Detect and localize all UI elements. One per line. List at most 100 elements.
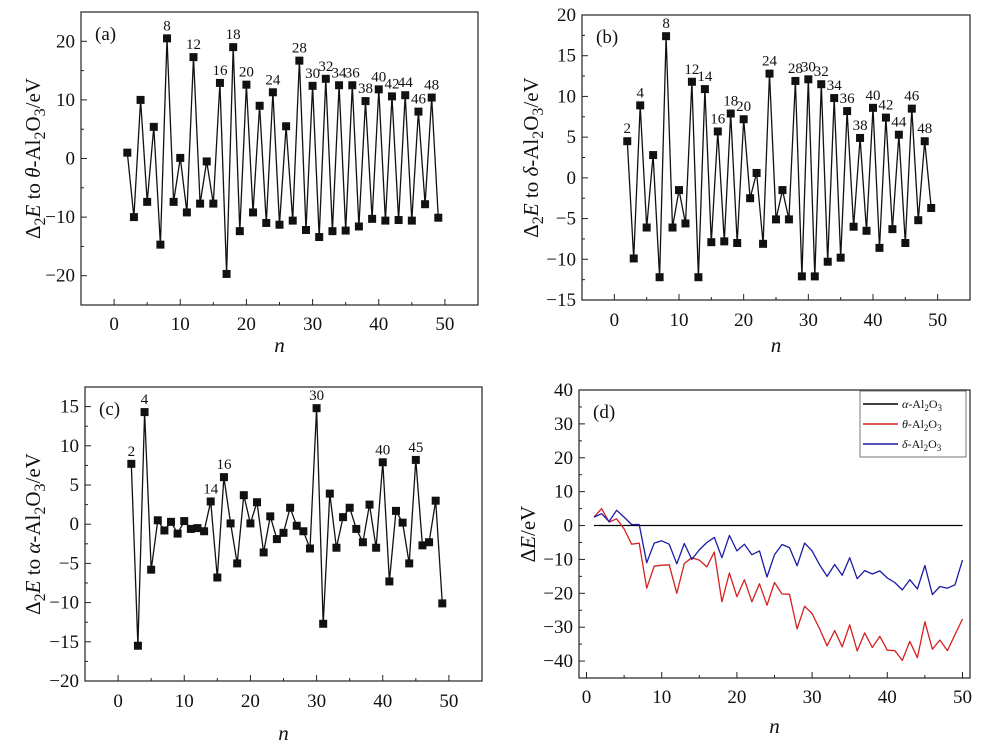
data-point — [649, 151, 658, 160]
data-point — [726, 109, 735, 118]
peak-annotation: 2 — [128, 444, 136, 460]
series-line — [130, 407, 443, 647]
legend-label: α-Al2O3 — [902, 397, 942, 413]
y-tick-label: −15 — [546, 290, 576, 311]
peak-annotation: 8 — [662, 16, 670, 32]
data-point — [123, 148, 132, 157]
data-point — [862, 226, 871, 235]
y-tick-label: 15 — [557, 46, 576, 67]
y-tick-label: −5 — [556, 209, 576, 230]
x-tick-label: 50 — [953, 687, 972, 708]
data-point — [720, 237, 729, 246]
y-tick-label: 20 — [554, 448, 573, 469]
x-tick-label: 0 — [582, 687, 592, 708]
peak-annotation: 2 — [624, 121, 632, 137]
data-point — [286, 503, 295, 512]
data-point — [133, 641, 142, 650]
data-point — [354, 222, 363, 231]
data-point — [418, 541, 427, 550]
x-tick-label: 20 — [237, 314, 256, 335]
data-point — [804, 75, 813, 84]
y-tick-label: −20 — [543, 583, 573, 604]
data-point — [881, 113, 890, 122]
data-point — [888, 225, 897, 234]
x-tick-label: 0 — [610, 310, 620, 331]
data-point — [246, 519, 255, 528]
legend-item: α-Al2O3 — [863, 397, 942, 413]
data-point — [266, 512, 275, 521]
data-point — [869, 103, 877, 112]
data-point — [361, 97, 370, 106]
peak-annotation: 36 — [840, 91, 856, 107]
y-tick-label: −10 — [546, 249, 576, 270]
data-point — [675, 186, 683, 195]
data-point — [438, 599, 447, 608]
data-point — [348, 81, 357, 90]
x-tick-label: 40 — [864, 310, 883, 331]
y-tick-label: 20 — [557, 5, 576, 26]
data-point — [849, 222, 858, 231]
x-tick-label: 50 — [439, 691, 458, 712]
data-point — [817, 80, 826, 89]
data-point — [308, 81, 317, 90]
data-point — [700, 85, 709, 94]
data-point — [372, 543, 381, 552]
data-point — [358, 538, 367, 547]
data-point — [341, 226, 350, 235]
data-point — [202, 157, 211, 166]
y-tick-label: 40 — [554, 380, 573, 401]
x-tick-label: 20 — [734, 310, 753, 331]
x-tick-label: 30 — [303, 314, 322, 335]
data-point — [213, 573, 222, 582]
data-point — [299, 527, 308, 536]
data-point — [772, 215, 780, 224]
data-point — [907, 104, 916, 113]
data-point — [167, 517, 176, 526]
peak-annotation: 32 — [814, 64, 829, 80]
peak-annotation: 16 — [212, 63, 228, 79]
data-point — [385, 577, 394, 586]
data-point — [810, 272, 819, 281]
data-point — [345, 503, 354, 512]
data-point — [378, 458, 387, 467]
y-tick-label: 0 — [70, 514, 80, 535]
y-axis-label: Δ2E to δ-Al2O3/eV — [519, 77, 547, 237]
data-point — [156, 240, 165, 249]
data-point — [209, 199, 218, 208]
peak-annotation: 40 — [371, 69, 386, 85]
x-tick-label: 10 — [171, 314, 190, 335]
peak-annotation: 44 — [891, 115, 907, 131]
data-point — [405, 559, 414, 568]
data-point — [325, 489, 334, 498]
peak-annotation: 34 — [332, 65, 348, 81]
data-point — [427, 93, 436, 102]
data-point — [176, 153, 185, 162]
data-point — [305, 544, 314, 553]
data-point — [623, 137, 632, 146]
panel-label: (c) — [99, 399, 120, 420]
y-axis-label: ΔE/eV — [516, 506, 540, 563]
data-point — [301, 225, 310, 234]
data-point — [662, 32, 671, 41]
data-point — [823, 257, 832, 266]
x-tick-label: 30 — [799, 310, 818, 331]
data-point — [272, 535, 281, 544]
legend-label: θ-Al2O3 — [902, 417, 942, 433]
peak-annotation: 40 — [866, 88, 881, 104]
data-point — [784, 215, 793, 224]
peak-annotation: 34 — [827, 78, 843, 94]
data-point — [421, 200, 430, 209]
legend-item: δ-Al2O3 — [863, 437, 942, 453]
x-tick-label: 0 — [113, 691, 123, 712]
data-point — [295, 56, 304, 65]
data-point — [288, 216, 297, 225]
peak-annotation: 38 — [853, 118, 868, 134]
y-tick-label: 0 — [66, 149, 76, 170]
y-tick-label: −10 — [49, 593, 79, 614]
y-tick-label: 10 — [554, 482, 573, 503]
x-tick-label: 50 — [928, 310, 947, 331]
peak-annotation: 12 — [186, 37, 201, 53]
peak-annotation: 46 — [411, 92, 427, 108]
y-tick-label: −15 — [49, 632, 79, 653]
data-point — [206, 497, 215, 506]
